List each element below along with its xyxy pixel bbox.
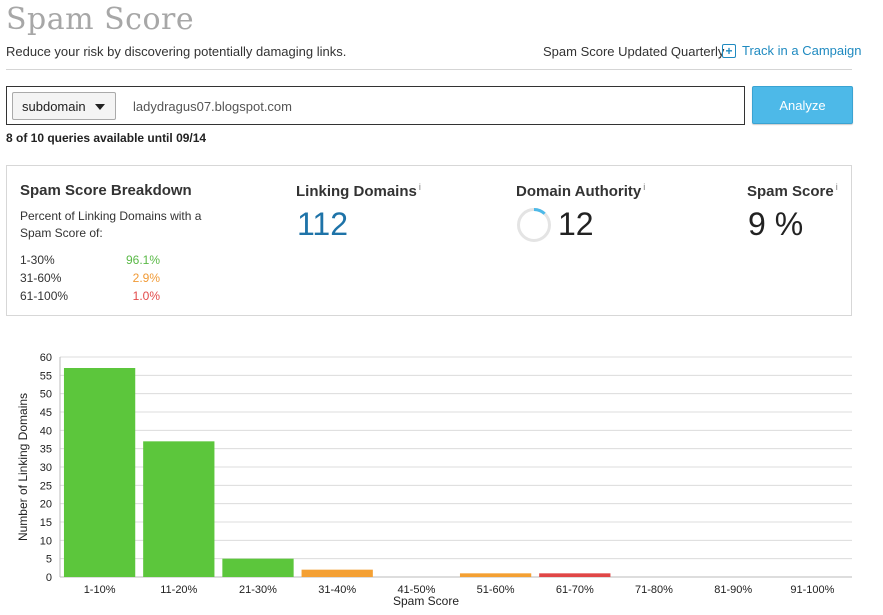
metrics-panel: Spam Score Breakdown Percent of Linking … (6, 165, 852, 316)
breakdown-description: Percent of Linking Domains with a Spam S… (20, 209, 202, 240)
breakdown-row: 31-60% 2.9% (20, 271, 160, 288)
bar (539, 573, 611, 577)
scope-select-value: subdomain (22, 98, 86, 114)
analyze-button[interactable]: Analyze (752, 86, 853, 124)
y-tick-label: 0 (46, 572, 52, 584)
breakdown-range: 61-100% (20, 289, 69, 303)
updated-note: Spam Score Updated Quarterly (543, 44, 725, 59)
bar (63, 368, 136, 577)
spam-score-chart: 0 5 10 15 20 25 30 35 40 45 50 55 60 1-10% 11-20% 21-30… (16, 352, 852, 608)
y-tick-label: 25 (40, 480, 52, 492)
x-tick-label: 51-60% (477, 584, 515, 596)
scope-select[interactable]: subdomain (12, 92, 116, 120)
x-tick-label: 21-30% (239, 584, 277, 596)
domain-authority-value: 12 (558, 206, 594, 242)
y-tick-label: 10 (40, 535, 52, 547)
bar (459, 573, 532, 577)
page-subtitle: Reduce your risk by discovering potentia… (6, 44, 347, 59)
linking-domains-value: 112 (297, 206, 349, 242)
domain-authority-heading: Domain Authority i (516, 182, 646, 200)
x-tick-label: 41-50% (397, 584, 435, 596)
query-quota: 8 of 10 queries available until 09/14 (6, 131, 207, 145)
linking-domains-heading: Linking Domains i (296, 182, 421, 200)
breakdown-percent: 96.1% (125, 253, 160, 267)
plus-icon: + (722, 43, 736, 58)
search-bar: subdomain (6, 86, 745, 125)
y-tick-label: 55 (40, 370, 52, 382)
spam-score-heading: Spam Score i (747, 182, 838, 200)
spam-score-value: 9 % (748, 206, 804, 242)
url-input[interactable] (133, 93, 733, 119)
info-icon[interactable]: i (835, 182, 838, 192)
breakdown-percent: 1.0% (132, 289, 160, 303)
y-tick-label: 15 (40, 517, 52, 529)
breakdown-percent: 2.9% (132, 271, 160, 285)
x-tick-label: 1-10% (84, 584, 116, 596)
bar (222, 558, 294, 577)
track-in-campaign-link[interactable]: + Track in a Campaign (722, 43, 861, 58)
page-title: Spam Score (6, 2, 195, 37)
header-divider (6, 69, 852, 70)
breakdown-range: 1-30% (20, 253, 55, 267)
x-tick-label: 61-70% (556, 584, 594, 596)
breakdown-row: 61-100% 1.0% (20, 289, 160, 306)
caret-down-icon (95, 104, 105, 110)
info-icon[interactable]: i (643, 182, 646, 192)
x-tick-label: 91-100% (790, 584, 834, 596)
breakdown-row: 1-30% 96.1% (20, 253, 160, 270)
y-tick-label: 30 (40, 462, 52, 474)
info-icon[interactable]: i (418, 182, 421, 192)
breakdown-range: 31-60% (20, 271, 62, 285)
bar (301, 569, 373, 577)
x-tick-label: 81-90% (714, 584, 752, 596)
y-axis-label: Number of Linking Domains (16, 393, 30, 541)
x-axis-label: Spam Score (393, 594, 459, 608)
y-tick-label: 5 (46, 554, 52, 566)
y-tick-label: 50 (40, 389, 52, 401)
y-tick-label: 40 (40, 425, 52, 437)
x-tick-label: 31-40% (318, 584, 356, 596)
track-label: Track in a Campaign (742, 43, 862, 58)
y-tick-label: 45 (40, 407, 52, 419)
domain-authority-ring (517, 208, 551, 242)
y-tick-label: 60 (40, 352, 52, 364)
bar (143, 441, 215, 577)
x-tick-label: 11-20% (160, 584, 197, 596)
y-tick-label: 35 (40, 444, 52, 456)
x-tick-label: 71-80% (635, 584, 673, 596)
y-tick-label: 20 (40, 499, 52, 511)
breakdown-heading: Spam Score Breakdown (20, 182, 192, 199)
